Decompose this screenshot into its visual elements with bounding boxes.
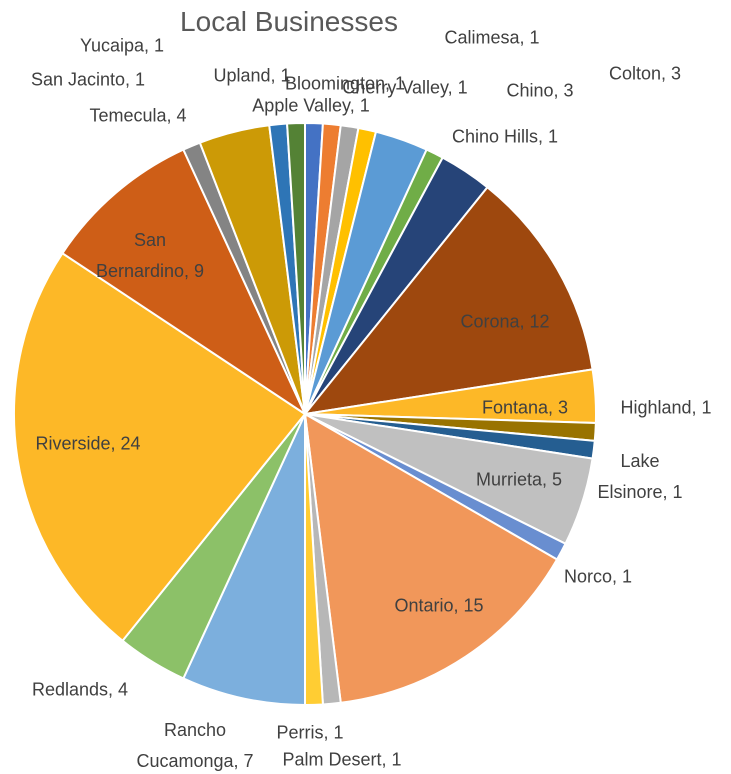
- data-label: Ontario, 15: [394, 595, 484, 616]
- data-label: Riverside, 24: [35, 433, 141, 454]
- data-label: Apple Valley, 1: [252, 95, 370, 116]
- data-label: Norco, 1: [563, 566, 633, 587]
- data-label: Lake Elsinore, 1: [597, 451, 683, 502]
- pie-slice: [13, 251, 307, 643]
- data-label: Highland, 1: [620, 397, 712, 418]
- data-label: Chino, 3: [506, 80, 574, 101]
- pie-slice: [182, 413, 306, 707]
- data-label: Colton, 3: [608, 63, 682, 84]
- data-label: Fontana, 3: [481, 397, 569, 418]
- data-label: Chino Hills, 1: [451, 126, 559, 147]
- data-label: Calimesa, 1: [444, 27, 540, 48]
- pie-slice: [286, 121, 306, 415]
- data-label: Palm Desert, 1: [282, 749, 402, 770]
- pie-slice: [61, 148, 308, 417]
- pie-slice: [303, 412, 559, 704]
- data-label: Corona, 12: [460, 311, 550, 332]
- data-label: Temecula, 4: [89, 105, 187, 126]
- data-label: Rancho Cucamonga, 7: [136, 720, 254, 771]
- data-label: Upland, 1: [213, 65, 291, 86]
- chart-title: Local Businesses: [180, 6, 398, 37]
- data-label: Murrieta, 5: [475, 469, 563, 490]
- data-label: Yucaipa, 1: [79, 35, 165, 56]
- data-label: Redlands, 4: [31, 679, 129, 700]
- data-label: Perris, 1: [276, 722, 344, 743]
- data-label: San Bernardino, 9: [95, 230, 205, 281]
- data-label: Cherry Valley, 1: [342, 77, 468, 98]
- pie-slice: [302, 185, 594, 416]
- data-label: San Jacinto, 1: [30, 69, 146, 90]
- data-label: Bloomington, 1: [284, 73, 406, 94]
